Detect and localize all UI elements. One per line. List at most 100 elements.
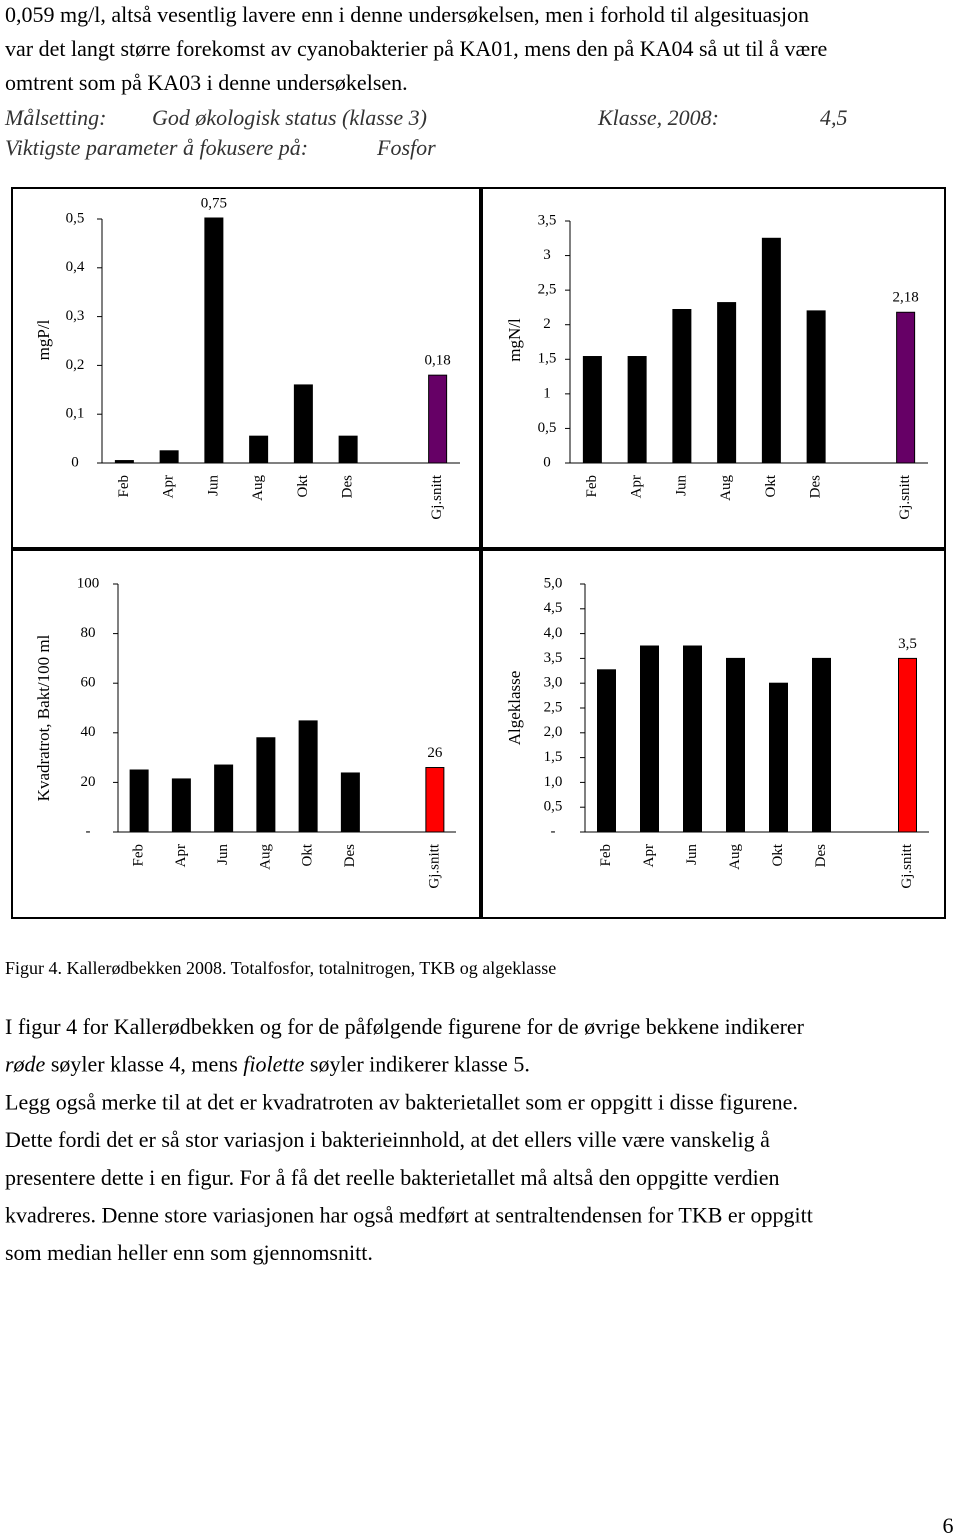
y-tick-label: 0,4: [66, 259, 85, 275]
bar: [627, 356, 647, 464]
x-tick-label: Apr: [641, 844, 657, 867]
y-tick-label: 3,0: [544, 675, 563, 691]
y-tick-label: 1,5: [538, 351, 557, 367]
class-label: Klasse, 2008:: [597, 105, 719, 130]
value-label: 3,5: [898, 636, 917, 652]
y-tick-label: 0,5: [66, 210, 85, 226]
body-line: røde søyler klasse 4, mens fiolette søyl…: [5, 1052, 530, 1077]
y-tick-label: 60: [81, 675, 96, 691]
bar: [812, 657, 831, 833]
y-tick-label: 4,0: [544, 625, 563, 641]
bar: [769, 682, 788, 833]
bar: [298, 720, 318, 833]
x-tick-label: Des: [342, 844, 358, 867]
y-tick-label: 2,5: [544, 699, 563, 715]
y-tick-label: 40: [81, 724, 96, 740]
bar: [428, 374, 448, 464]
y-axis-label: mgP/l: [34, 319, 53, 360]
y-tick-label: 1,0: [544, 774, 563, 790]
bar: [129, 769, 149, 833]
body-line: presentere dette i en figur. For å få de…: [5, 1165, 780, 1190]
x-tick-label: Feb: [131, 844, 147, 867]
bar: [761, 237, 781, 464]
y-axis-label: Kvadratrot, Bakt/100 ml: [34, 634, 53, 801]
bar: [114, 460, 134, 464]
focus-label: Viktigste parameter å fokusere på:: [5, 135, 308, 160]
y-tick-label: 80: [81, 625, 96, 641]
value-label: 2,18: [893, 290, 919, 306]
y-tick-label: 0: [71, 454, 79, 470]
x-tick-label: Des: [813, 844, 829, 867]
y-tick-label: 0,1: [66, 406, 85, 422]
body-line: I figur 4 for Kallerødbekken og for de p…: [5, 1014, 805, 1039]
chart-frame: [11, 187, 481, 549]
bar: [171, 778, 191, 833]
y-tick-label: 0,3: [66, 308, 85, 324]
y-tick-label: 5,0: [544, 575, 563, 591]
y-tick-label: 2,0: [544, 724, 563, 740]
bar: [214, 764, 234, 833]
x-tick-label: Aug: [250, 475, 266, 501]
x-tick-label: Des: [808, 475, 824, 498]
y-tick-label: 3: [543, 247, 551, 263]
goal-label: Målsetting:: [4, 105, 106, 130]
x-tick-label: Okt: [300, 843, 316, 866]
bar: [717, 302, 737, 464]
x-tick-label: Feb: [584, 475, 600, 498]
x-tick-label: Aug: [727, 844, 743, 870]
x-tick-label: Feb: [598, 844, 614, 867]
value-label: 0,75: [201, 195, 227, 211]
bar: [726, 657, 745, 833]
x-tick-label: Jun: [205, 475, 221, 496]
bar: [293, 384, 313, 464]
chart-frame: [11, 549, 481, 919]
x-tick-label: Des: [340, 475, 356, 498]
intro-line: 0,059 mg/l, altså vesentlig lavere enn i…: [5, 2, 809, 27]
x-tick-label: Aug: [718, 475, 734, 501]
y-tick-label: 4,5: [544, 600, 563, 616]
bar: [683, 645, 702, 833]
page-number: 6: [943, 1513, 954, 1537]
figure-caption: Figur 4. Kallerødbekken 2008. Totalfosfo…: [5, 958, 556, 978]
y-tick-label: 1,5: [544, 749, 563, 765]
bar: [340, 772, 360, 833]
y-tick-label: 1: [543, 385, 551, 401]
y-tick-label: 20: [81, 774, 96, 790]
x-tick-label: Gj.snitt: [429, 474, 445, 519]
intro-line: omtrent som på KA03 i denne undersøkelse…: [5, 70, 408, 95]
body-line: Dette fordi det er så stor variasjon i b…: [5, 1127, 770, 1152]
intro-line: var det langt større forekomst av cyanob…: [5, 36, 827, 61]
x-tick-label: Apr: [629, 475, 645, 498]
y-tick-label: 0: [543, 454, 551, 470]
bar: [249, 435, 269, 464]
bar: [338, 435, 358, 464]
x-tick-label: Okt: [295, 474, 311, 497]
bar: [640, 645, 659, 833]
x-tick-label: Gj.snitt: [899, 843, 915, 888]
bar: [597, 669, 616, 833]
y-tick-label: 0,2: [66, 357, 85, 373]
class-value: 4,5: [820, 105, 848, 130]
x-tick-label: Jun: [215, 844, 231, 865]
x-tick-label: Okt: [770, 843, 786, 866]
bar: [425, 767, 445, 833]
x-tick-label: Feb: [116, 475, 132, 498]
y-tick-label: 2,5: [538, 282, 557, 298]
bar: [256, 737, 276, 833]
chart-frame: [481, 549, 946, 919]
bar: [898, 657, 917, 833]
x-tick-label: Jun: [684, 844, 700, 865]
bar: [204, 217, 224, 464]
y-tick-label: 3,5: [538, 212, 557, 228]
body-line: kvadreres. Denne store variasjonen har o…: [5, 1203, 813, 1228]
value-label: 0,18: [425, 353, 451, 369]
y-tick-label: 3,5: [544, 650, 563, 666]
x-tick-label: Apr: [173, 844, 189, 867]
y-tick-label: 2: [543, 316, 551, 332]
y-axis-label: Algeklasse: [505, 671, 524, 746]
y-tick-label: 100: [77, 575, 100, 591]
body-segment: søyler klasse 4, mens: [45, 1052, 243, 1077]
x-tick-label: Gj.snitt: [897, 474, 913, 519]
x-tick-label: Gj.snitt: [426, 843, 442, 888]
